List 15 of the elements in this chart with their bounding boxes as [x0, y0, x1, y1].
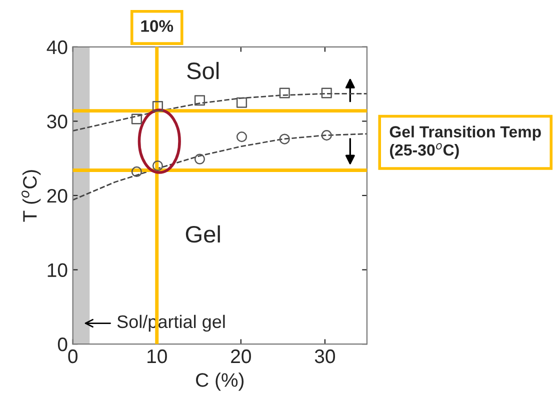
y-tick-label: 40: [46, 40, 68, 54]
text: Gel Transition Temp (25-30$^{o}$C): [390, 126, 541, 159]
x-tick-label: 10: [148, 349, 167, 364]
ref-line-label: 10%: [141, 20, 174, 32]
x-tick-label: 0: [68, 349, 78, 364]
y-tick-label: 30: [47, 114, 68, 128]
x-axis-title: C (%): [196, 372, 244, 391]
y-tick-label: 0: [58, 338, 68, 352]
annotation: Sol: [187, 62, 219, 80]
y-tick-label: 20: [47, 188, 68, 203]
annotation: Gel: [186, 225, 220, 243]
x-tick-label: 30: [314, 349, 335, 364]
x-tick-label: 20: [231, 349, 251, 364]
y-tick-label: 10: [48, 263, 68, 278]
y-axis-title: T ($^{o}$C): [22, 170, 41, 222]
